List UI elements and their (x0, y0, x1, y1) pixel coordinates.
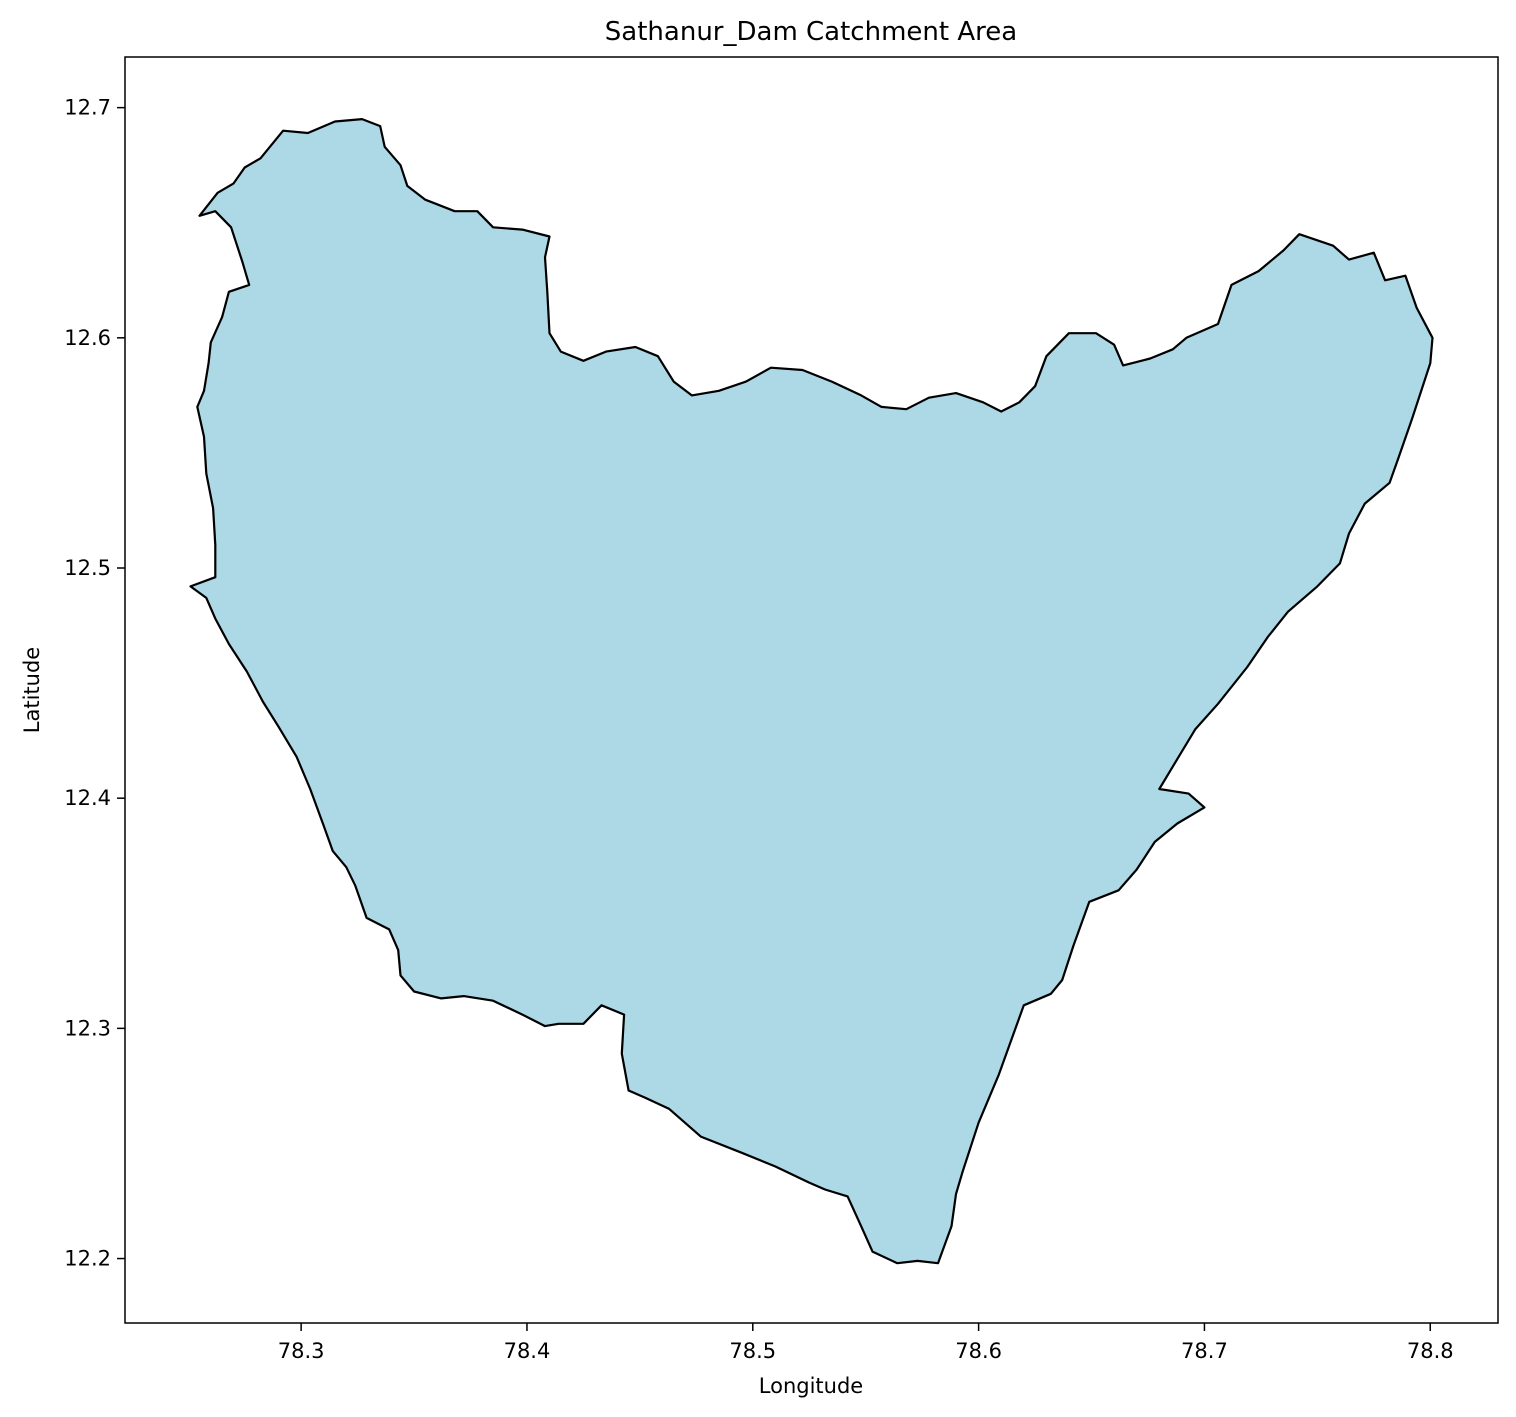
x-tick-label: 78.6 (955, 1339, 1002, 1363)
y-axis: 12.2 12.3 12.4 12.5 12.6 12.7 (64, 96, 125, 1271)
x-axis-label: Longitude (759, 1374, 863, 1398)
y-tick-label: 12.2 (64, 1247, 111, 1271)
axes-frame (124, 56, 1499, 1324)
x-tick-label: 78.4 (504, 1339, 551, 1363)
catchment-polygon (189, 118, 1434, 1265)
x-tick-label: 78.5 (729, 1339, 776, 1363)
map-title: Sathanur_Dam Catchment Area (605, 17, 1017, 47)
y-tick-label: 12.5 (64, 556, 111, 580)
y-tick-label: 12.3 (64, 1016, 111, 1040)
x-tick-label: 78.7 (1181, 1339, 1228, 1363)
x-axis: 78.3 78.4 78.5 78.6 78.7 78.8 (278, 1323, 1454, 1363)
plot-area (189, 118, 1434, 1265)
y-tick-label: 12.6 (64, 326, 111, 350)
y-axis-label: Latitude (20, 647, 44, 733)
y-tick-label: 12.7 (64, 96, 111, 120)
x-tick-label: 78.3 (278, 1339, 325, 1363)
y-tick-label: 12.4 (64, 786, 111, 810)
x-tick-label: 78.8 (1407, 1339, 1454, 1363)
